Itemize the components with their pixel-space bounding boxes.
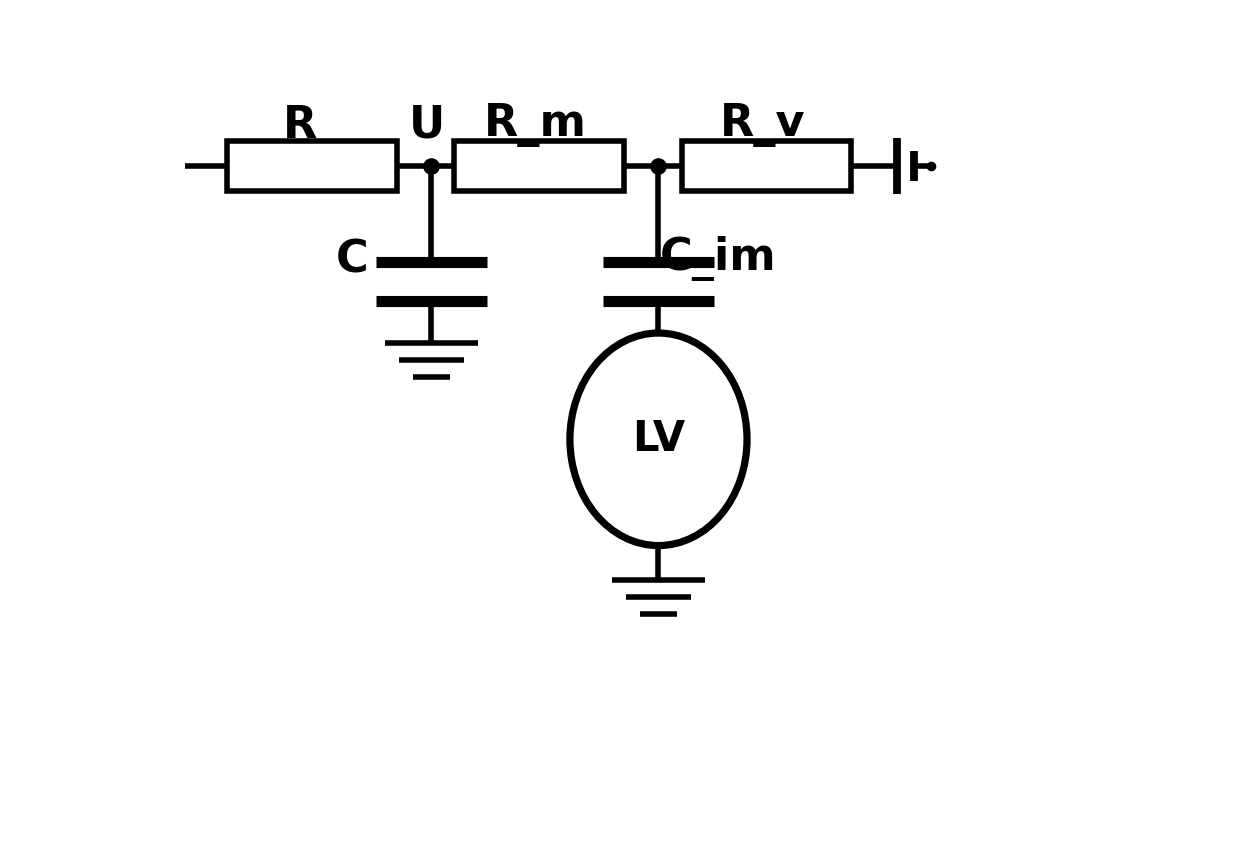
Text: R_m: R_m [484, 103, 587, 147]
Bar [227, 141, 396, 191]
Point [648, 160, 668, 173]
Point [921, 160, 940, 173]
Text: C_im: C_im [660, 236, 777, 281]
Text: U: U [409, 104, 446, 147]
Ellipse shape [570, 333, 747, 545]
Bar [681, 141, 851, 191]
Point [421, 160, 441, 173]
Text: R: R [284, 104, 317, 147]
Text: C: C [336, 239, 368, 281]
Bar [455, 141, 623, 191]
Text: R_v: R_v [720, 103, 805, 147]
Text: LV: LV [632, 419, 685, 460]
